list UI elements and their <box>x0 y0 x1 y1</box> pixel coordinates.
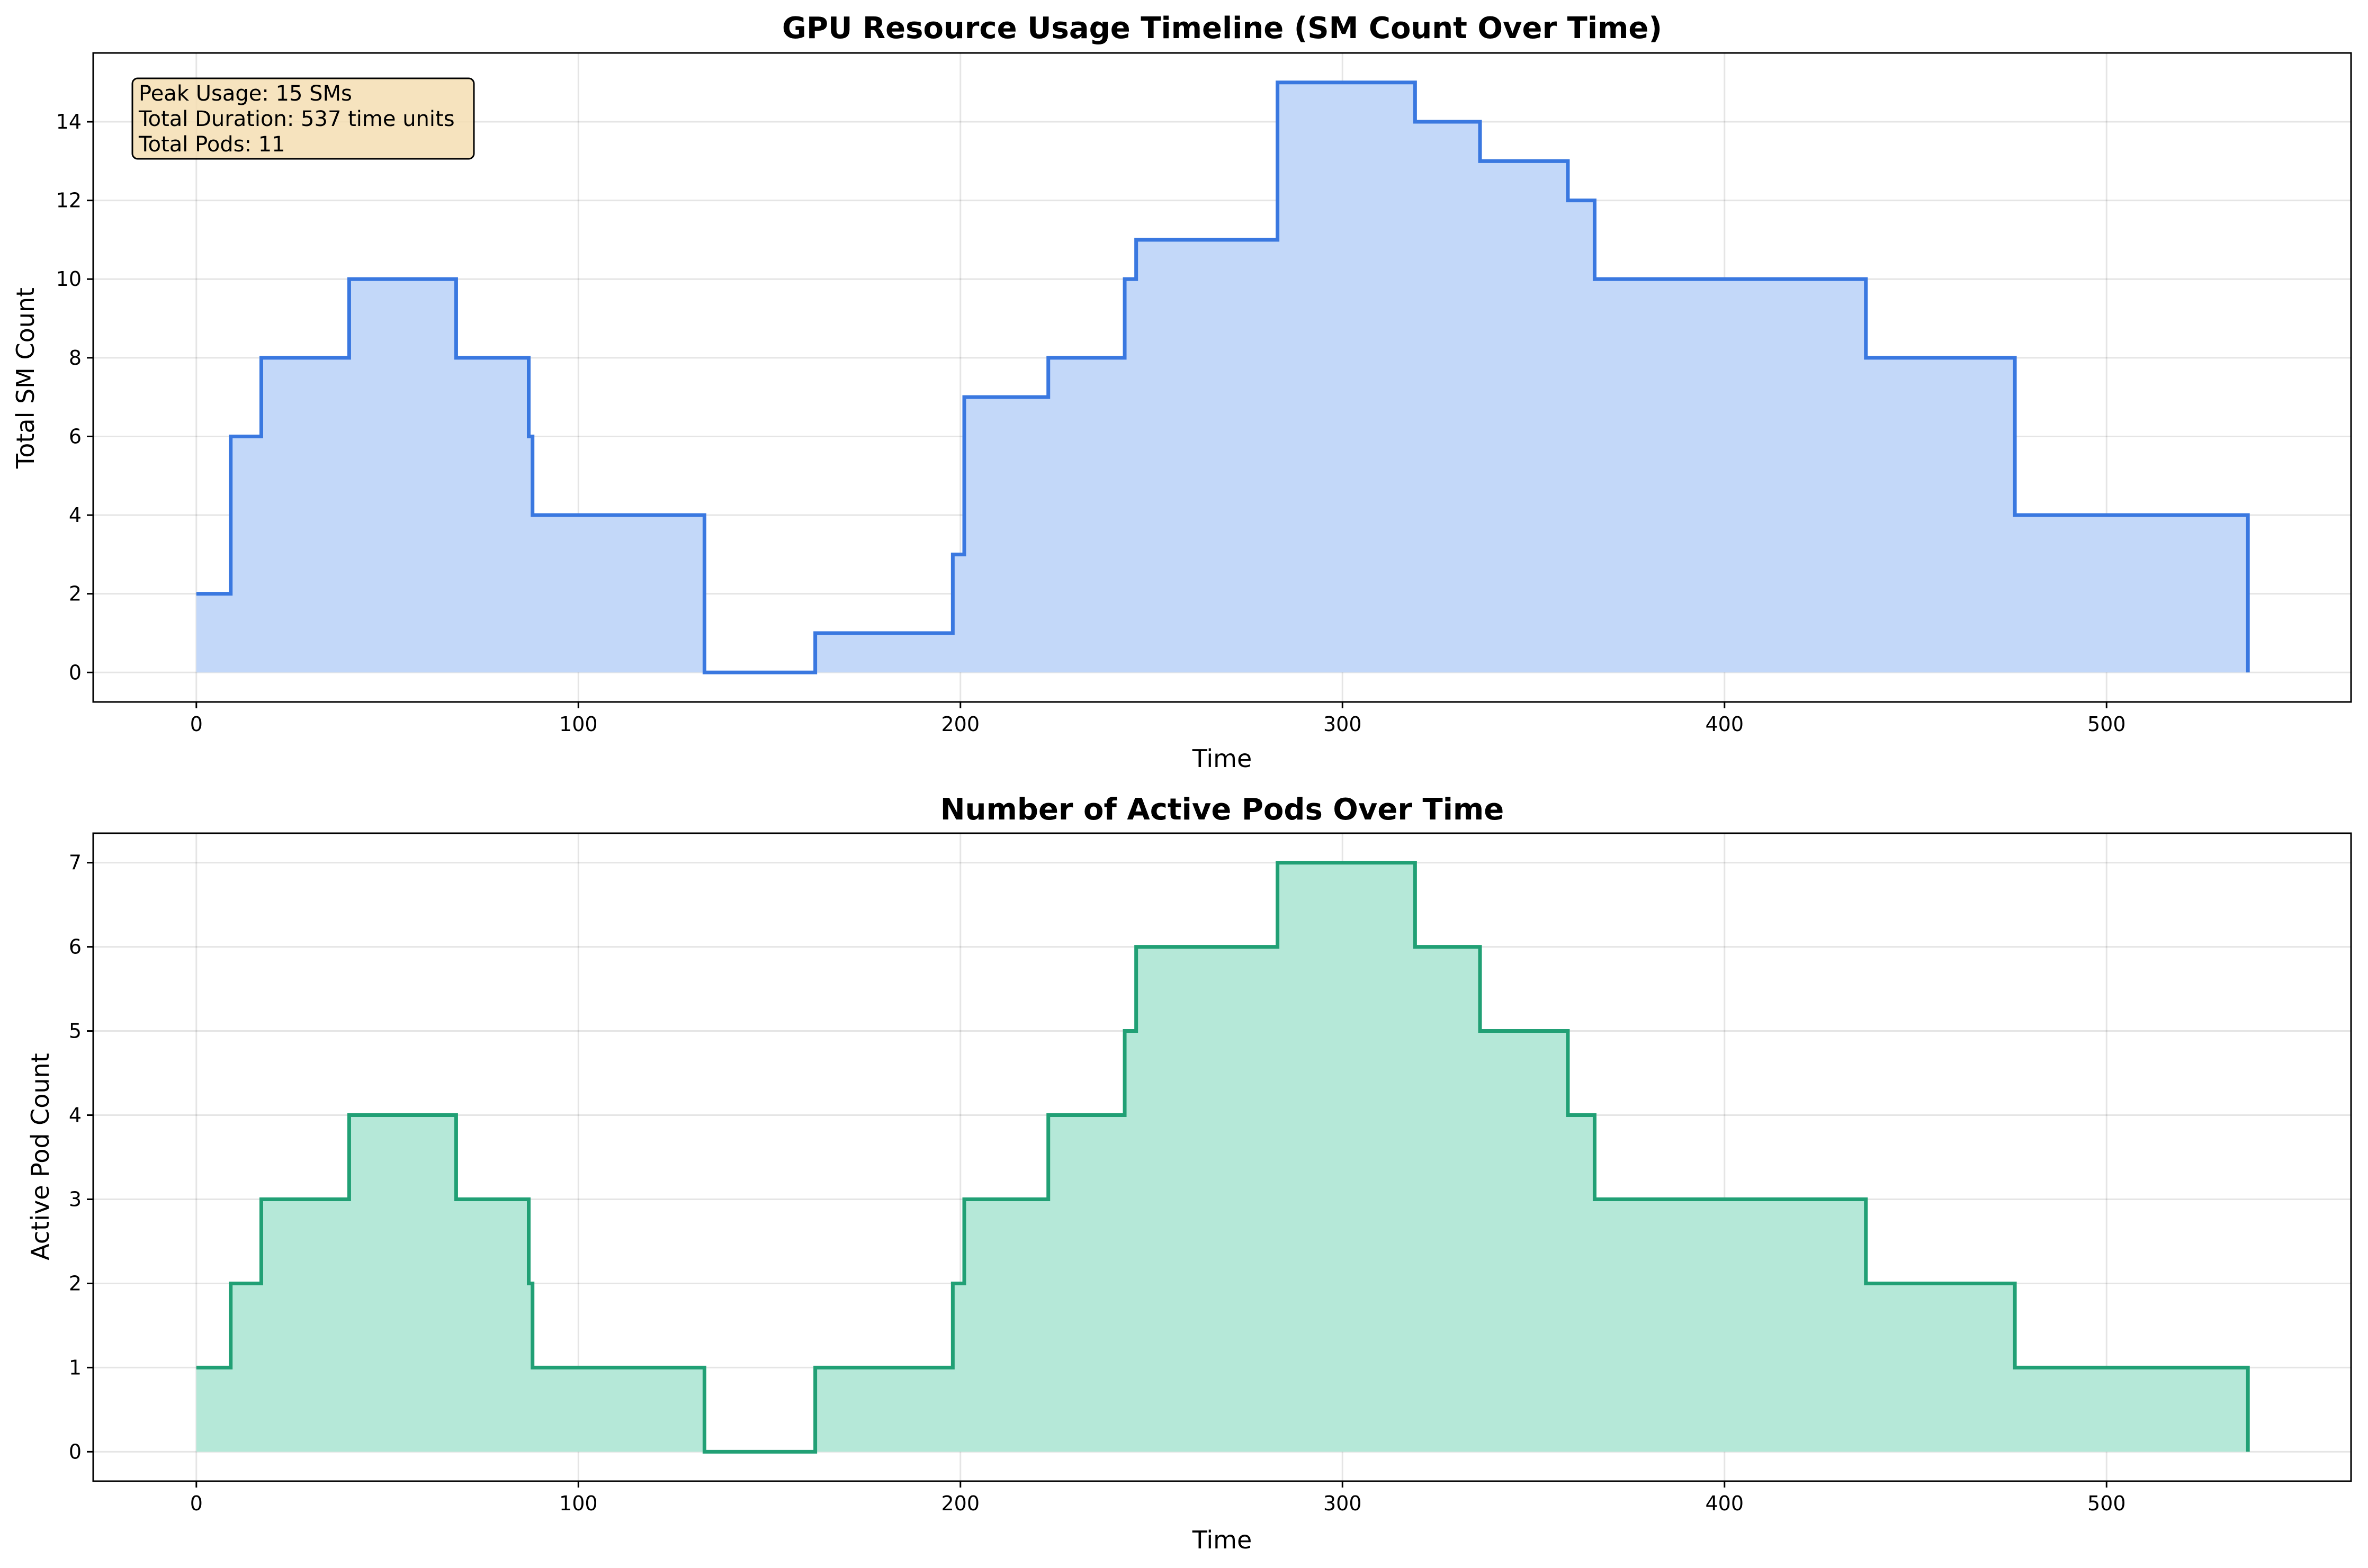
y-axis-label: Total SM Count <box>11 287 40 469</box>
y-tick-label: 7 <box>69 851 82 875</box>
y-tick-label: 12 <box>56 189 82 212</box>
x-axis-label: Time <box>1192 1526 1252 1554</box>
area-fill <box>196 82 2248 673</box>
y-tick-label: 6 <box>69 935 82 959</box>
y-tick-label: 10 <box>56 267 82 291</box>
x-tick-label: 100 <box>559 1492 598 1515</box>
x-tick-label: 0 <box>190 713 203 736</box>
x-axis-label: Time <box>1192 744 1252 773</box>
y-tick-label: 4 <box>69 1104 82 1127</box>
x-tick-label: 400 <box>1705 713 1744 736</box>
sm-count-chart: GPU Resource Usage Timeline (SM Count Ov… <box>11 11 2352 773</box>
y-tick-label: 0 <box>69 661 82 684</box>
y-tick-label: 1 <box>69 1356 82 1379</box>
y-tick-label: 8 <box>69 346 82 370</box>
x-tick-label: 400 <box>1705 1492 1744 1515</box>
ticks: 0 100 200 300 400 500 0 2 4 6 8 10 12 14 <box>56 110 2126 736</box>
y-tick-label: 5 <box>69 1020 82 1043</box>
x-tick-label: 100 <box>559 713 598 736</box>
x-tick-label: 0 <box>190 1492 203 1515</box>
y-tick-label: 6 <box>69 425 82 448</box>
y-tick-label: 2 <box>69 582 82 606</box>
chart-title: Number of Active Pods Over Time <box>940 792 1504 827</box>
series-line <box>196 861 2250 1454</box>
annotation-box <box>131 77 475 160</box>
y-tick-label: 14 <box>56 110 82 133</box>
y-tick-label: 3 <box>69 1187 82 1211</box>
y-tick-label: 4 <box>69 503 82 527</box>
area-fill <box>196 862 2248 1452</box>
x-tick-label: 500 <box>2087 713 2126 736</box>
y-axis-label: Active Pod Count <box>26 1053 55 1260</box>
annotation-duration: Total Duration: 537 time units <box>138 107 455 131</box>
y-tick-label: 2 <box>69 1272 82 1295</box>
x-tick-label: 200 <box>941 713 980 736</box>
stats-annotation: Peak Usage: 15 SMs Total Duration: 537 t… <box>131 77 475 160</box>
plot-frame <box>92 52 2352 703</box>
annotation-peak: Peak Usage: 15 SMs <box>139 82 352 106</box>
chart-title: GPU Resource Usage Timeline (SM Count Ov… <box>782 11 1662 46</box>
y-tick-label: 0 <box>69 1440 82 1463</box>
annotation-pods: Total Pods: 11 <box>138 132 285 157</box>
ticks: 0 100 200 300 400 500 0 1 2 3 4 5 6 7 <box>69 851 2126 1515</box>
x-tick-label: 300 <box>1323 713 1362 736</box>
x-tick-label: 200 <box>941 1492 980 1515</box>
plot-frame <box>92 832 2352 1482</box>
series-line <box>196 80 2250 674</box>
active-pods-chart: Number of Active Pods Over Time 0 100 200 3… <box>26 792 2352 1554</box>
x-tick-label: 500 <box>2087 1492 2126 1515</box>
x-tick-label: 300 <box>1323 1492 1362 1515</box>
